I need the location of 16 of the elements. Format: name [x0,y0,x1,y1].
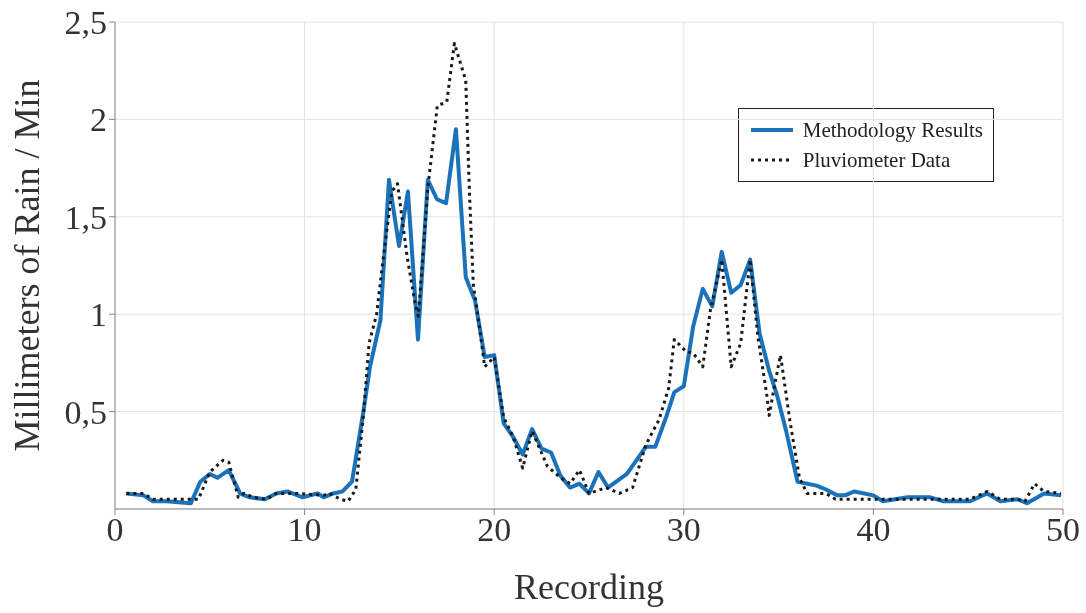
y-tick-label: 2,5 [64,4,107,42]
y-tick-label: 1 [90,296,107,334]
line-series [124,41,1063,503]
y-tick-label: 1,5 [64,198,107,236]
legend-label: Pluviometer Data [802,147,951,173]
x-tick-label: 20 [477,511,512,549]
x-tick-label: 40 [856,511,891,549]
y-axis-title: Millimeters of Rain / Min [6,79,47,452]
x-axis-title: Recording [514,567,664,607]
y-tick-label: 0,5 [64,393,107,431]
y-tick-label: 2 [90,101,107,139]
x-tick-label: 50 [1046,511,1080,549]
x-tick-label: 10 [287,511,322,549]
x-tick-label: 0 [106,511,124,549]
x-tick-label: 30 [666,511,701,549]
legend-label: Methodology Results [802,117,983,143]
